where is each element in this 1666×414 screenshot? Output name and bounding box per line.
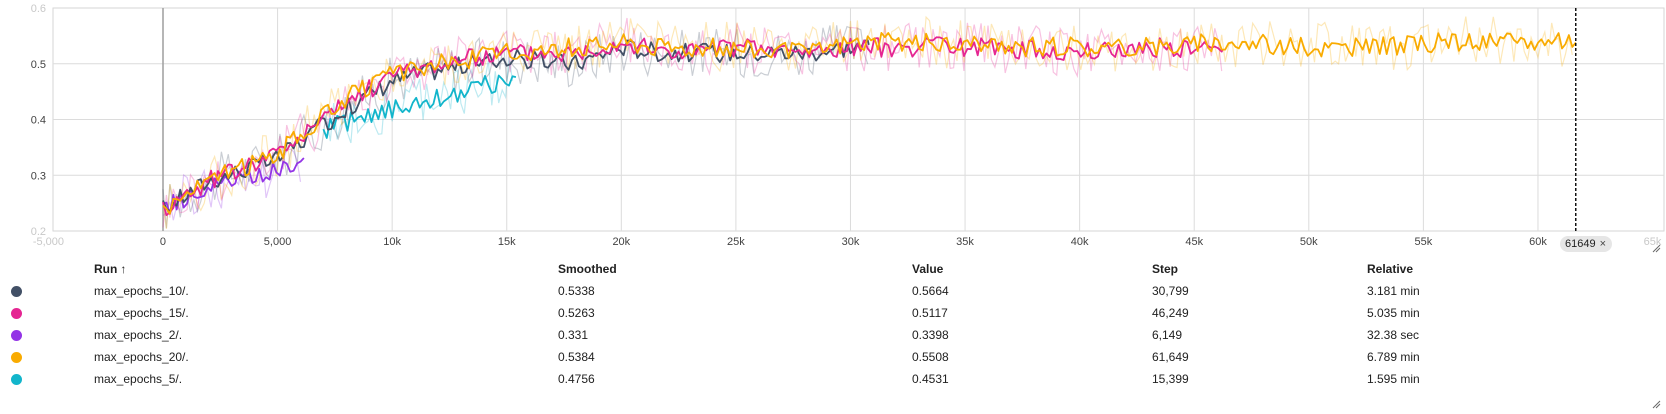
run-color-dot [11, 308, 22, 319]
step-value: 61,649 [1152, 350, 1189, 364]
header-run[interactable]: Run ↑ [94, 262, 127, 276]
sort-ascending-icon[interactable]: ↑ [120, 262, 127, 276]
resize-icon [1652, 400, 1661, 409]
x-tick-label: 50k [1300, 236, 1318, 248]
table-resize-handle[interactable] [1652, 400, 1661, 409]
close-icon[interactable]: × [1599, 238, 1607, 250]
table-header-row: Run ↑ Smoothed Value Step Relative [0, 258, 1666, 280]
x-tick-label: 15k [498, 236, 516, 248]
smoothed-value: 0.331 [558, 328, 589, 342]
table-row[interactable]: max_epochs_20/. 0.5384 0.5508 61,649 6.7… [0, 346, 1666, 368]
header-step[interactable]: Step [1152, 262, 1179, 276]
y-tick-label: 0.4 [31, 115, 46, 127]
series-line[interactable] [162, 32, 1577, 215]
smoothed-value: 0.5263 [558, 306, 595, 320]
x-tick-label: 40k [1071, 236, 1089, 248]
raw-value: 0.4531 [912, 372, 949, 386]
step-value: 15,399 [1152, 372, 1189, 386]
relative-time: 32.38 sec [1367, 328, 1420, 342]
line-chart[interactable]: 0.2 0.3 0.4 0.5 0.6 -5,000 0 5,000 10k 15k 20k 25k 3… [0, 0, 1666, 258]
step-value: 6,149 [1152, 328, 1183, 342]
y-tick-label: 0.5 [31, 59, 46, 71]
raw-value: 0.3398 [912, 328, 949, 342]
relative-time: 6.789 min [1367, 350, 1420, 364]
run-color-dot [11, 374, 22, 385]
chart-resize-handle[interactable] [1652, 244, 1661, 253]
header-value[interactable]: Value [912, 262, 944, 276]
step-cursor-chip[interactable]: 61649 × [1560, 236, 1613, 252]
step-cursor-value: 61649 [1565, 238, 1596, 250]
run-color-dot [11, 352, 22, 363]
x-tick-label: 10k [383, 236, 401, 248]
y-tick-label: 0.3 [31, 170, 46, 182]
step-value: 30,799 [1152, 284, 1189, 298]
run-name: max_epochs_20/. [94, 350, 189, 364]
smoothed-value: 0.5338 [558, 284, 595, 298]
run-name: max_epochs_10/. [94, 284, 189, 298]
raw-series-line [322, 56, 514, 144]
series-line[interactable] [322, 74, 517, 139]
x-tick-label: 20k [612, 236, 630, 248]
x-tick-label: -5,000 [33, 236, 64, 248]
x-tick-label: 35k [956, 236, 974, 248]
x-tick-label: 5,000 [264, 236, 292, 248]
x-tick-label: 45k [1185, 236, 1203, 248]
table-row[interactable]: max_epochs_5/. 0.4756 0.4531 15,399 1.59… [0, 368, 1666, 390]
x-tick-label: 25k [727, 236, 745, 248]
table-row[interactable]: max_epochs_10/. 0.5338 0.5664 30,799 3.1… [0, 280, 1666, 302]
header-relative[interactable]: Relative [1367, 262, 1414, 276]
smoothed-value: 0.4756 [558, 372, 595, 386]
x-tick-label: 0 [160, 236, 166, 248]
grid-lines [52, 7, 1665, 232]
run-name: max_epochs_2/. [94, 328, 183, 342]
run-name: max_epochs_15/. [94, 306, 189, 320]
raw-series-line [162, 17, 1223, 228]
y-tick-label: 0.6 [31, 3, 46, 15]
run-color-dot [11, 330, 22, 341]
step-value: 46,249 [1152, 306, 1189, 320]
smoothed-value: 0.5384 [558, 350, 595, 364]
table-row[interactable]: max_epochs_15/. 0.5263 0.5117 46,249 5.0… [0, 302, 1666, 324]
y-tick-label: 0.2 [31, 226, 46, 238]
raw-value: 0.5508 [912, 350, 949, 364]
relative-time: 1.595 min [1367, 372, 1420, 386]
relative-time: 5.035 min [1367, 306, 1420, 320]
x-tick-label: 30k [842, 236, 860, 248]
x-tick-label: 55k [1415, 236, 1433, 248]
raw-value: 0.5117 [912, 306, 948, 320]
series-line[interactable] [162, 157, 305, 215]
x-tick-label: 65k [1644, 236, 1662, 248]
header-smoothed[interactable]: Smoothed [558, 262, 617, 276]
table-row[interactable]: max_epochs_2/. 0.331 0.3398 6,149 32.38 … [0, 324, 1666, 346]
x-tick-label: 60k [1529, 236, 1547, 248]
run-name: max_epochs_5/. [94, 372, 183, 386]
resize-icon [1652, 244, 1661, 253]
run-color-dot [11, 286, 22, 297]
smoothed-series-lines [162, 32, 1577, 217]
raw-value: 0.5664 [912, 284, 949, 298]
relative-time: 3.181 min [1367, 284, 1420, 298]
axis-tick-labels: 0.2 0.3 0.4 0.5 0.6 -5,000 0 5,000 10k 15k 20k 25k 3… [31, 3, 1662, 248]
raw-series-line [162, 25, 869, 229]
